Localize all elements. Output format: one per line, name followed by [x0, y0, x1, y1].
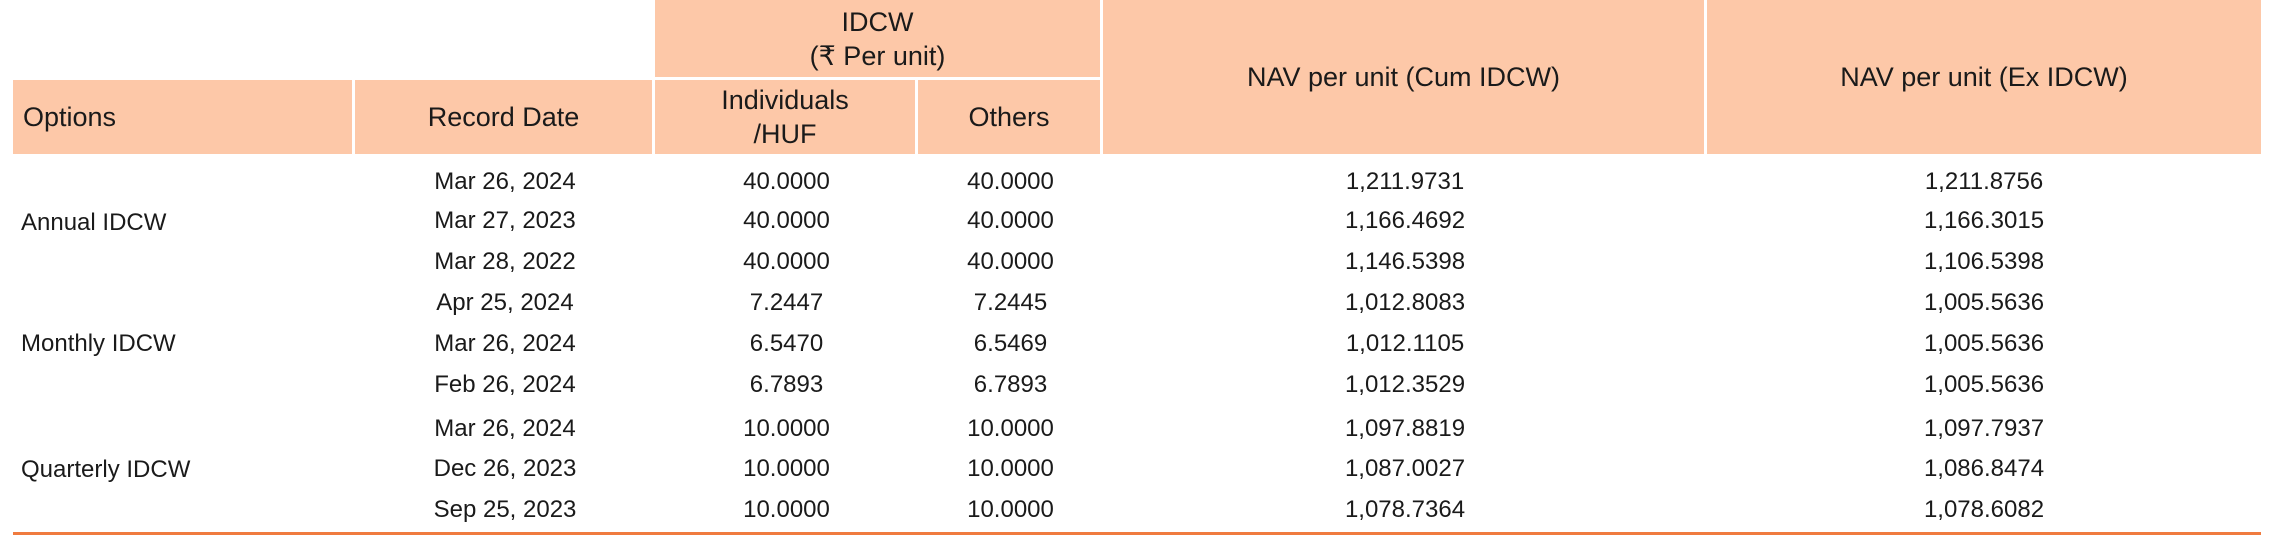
header-nav-cum: NAV per unit (Cum IDCW) [1103, 0, 1707, 157]
nav-ex-cell: 1,078.6082 [1923, 495, 2045, 523]
record-date-cell: Feb 26, 2024 [434, 370, 576, 398]
header-idcw-unit: (₹ Per unit) [809, 40, 946, 71]
record-date-cell: Mar 26, 2024 [434, 167, 576, 195]
record-date-cell: Sep 25, 2023 [433, 495, 577, 523]
table-row: Annual IDCW Mar 26, 2024 40.0000 40.0000… [13, 157, 2261, 236]
others-cell: 40.0000 [967, 206, 1054, 234]
header-nav-ex: NAV per unit (Ex IDCW) [1707, 0, 2261, 157]
idcw-table-container: IDCW (₹ Per unit) NAV per unit (Cum IDCW… [13, 0, 2261, 530]
header-row-bottom: Options Record Date Individuals /HUF Oth… [13, 80, 2261, 157]
individuals-cell: 10.0000 [743, 495, 830, 523]
header-row-top: IDCW (₹ Per unit) NAV per unit (Cum IDCW… [13, 0, 2261, 157]
others-cell: 6.7893 [973, 370, 1048, 398]
header-others: Others [918, 80, 1103, 157]
nav-cum-cell: 1,012.1105 [1345, 329, 1465, 357]
option-annual-idcw: Annual IDCW [21, 208, 167, 236]
header-blank-date [355, 0, 655, 80]
others-cell: 40.0000 [967, 247, 1054, 275]
nav-ex-cell: 1,086.8474 [1923, 454, 2045, 482]
nav-ex-cell: 1,097.7937 [1923, 414, 2045, 442]
table-row: Quarterly IDCW Mar 26, 2024 10.0000 10.0… [13, 405, 2261, 483]
header-idcw-title: IDCW [841, 6, 914, 37]
individuals-cell: 40.0000 [743, 247, 830, 275]
nav-cum-cell: 1,087.0027 [1344, 454, 1466, 482]
table-row: Mar 28, 2022 40.0000 40.0000 1,146.5398 … [13, 241, 2261, 282]
table-body: Annual IDCW Mar 26, 2024 40.0000 40.0000… [13, 157, 2261, 530]
table-row: Dec 26, 2023 10.0000 10.0000 1,087.0027 … [13, 448, 2261, 489]
header-record-date: Record Date [355, 80, 655, 157]
nav-cum-cell: 1,078.7364 [1344, 495, 1466, 523]
individuals-cell: 40.0000 [743, 167, 830, 195]
individuals-cell: 10.0000 [743, 414, 830, 442]
individuals-cell: 6.7893 [749, 370, 824, 398]
nav-ex-cell: 1,211.8756 [1924, 167, 2044, 195]
idcw-history-table: IDCW (₹ Per unit) NAV per unit (Cum IDCW… [13, 0, 2261, 530]
others-cell: 10.0000 [967, 454, 1054, 482]
record-date-cell: Apr 25, 2024 [436, 288, 574, 316]
table-row: Mar 27, 2023 40.0000 40.0000 1,166.4692 … [13, 200, 2261, 241]
nav-ex-cell: 1,106.5398 [1923, 247, 2045, 275]
individuals-cell: 6.5470 [749, 329, 824, 357]
nav-cum-cell: 1,012.3529 [1344, 370, 1466, 398]
header-idcw-group: IDCW (₹ Per unit) [655, 0, 1103, 80]
nav-ex-cell: 1,166.3015 [1923, 206, 2045, 234]
header-individuals-line1: Individuals [721, 85, 849, 115]
nav-ex-cell: 1,005.5636 [1923, 370, 2045, 398]
table-row: Sep 25, 2023 10.0000 10.0000 1,078.7364 … [13, 489, 2261, 530]
nav-cum-cell: 1,012.8083 [1344, 288, 1466, 316]
record-date-cell: Mar 28, 2022 [434, 247, 576, 275]
record-date-cell: Mar 27, 2023 [434, 206, 576, 234]
others-cell: 40.0000 [967, 167, 1054, 195]
individuals-cell: 7.2447 [749, 288, 824, 316]
individuals-cell: 40.0000 [743, 206, 830, 234]
nav-cum-cell: 1,166.4692 [1344, 206, 1466, 234]
table-header: IDCW (₹ Per unit) NAV per unit (Cum IDCW… [13, 0, 2261, 157]
header-blank-options [13, 0, 355, 80]
record-date-cell: Mar 26, 2024 [434, 414, 576, 442]
table-bottom-rule [13, 532, 2261, 535]
header-individuals: Individuals /HUF [655, 80, 918, 157]
table-row: Mar 26, 2024 6.5470 6.5469 1,012.1105 1,… [13, 323, 2261, 364]
record-date-cell: Dec 26, 2023 [433, 454, 577, 482]
nav-ex-cell: 1,005.5636 [1923, 288, 2045, 316]
nav-cum-cell: 1,097.8819 [1344, 414, 1466, 442]
option-quarterly-idcw: Quarterly IDCW [21, 455, 191, 483]
option-monthly-idcw: Monthly IDCW [21, 329, 176, 357]
individuals-cell: 10.0000 [743, 454, 830, 482]
others-cell: 6.5469 [973, 329, 1048, 357]
header-options: Options [13, 80, 355, 157]
others-cell: 7.2445 [973, 288, 1048, 316]
table-row: Feb 26, 2024 6.7893 6.7893 1,012.3529 1,… [13, 364, 2261, 405]
record-date-cell: Mar 26, 2024 [434, 329, 576, 357]
table-row: Monthly IDCW Apr 25, 2024 7.2447 7.2445 … [13, 282, 2261, 357]
header-individuals-line2: /HUF [753, 119, 817, 149]
nav-cum-cell: 1,211.9731 [1345, 167, 1465, 195]
nav-cum-cell: 1,146.5398 [1344, 247, 1466, 275]
others-cell: 10.0000 [967, 495, 1054, 523]
others-cell: 10.0000 [967, 414, 1054, 442]
nav-ex-cell: 1,005.5636 [1923, 329, 2045, 357]
